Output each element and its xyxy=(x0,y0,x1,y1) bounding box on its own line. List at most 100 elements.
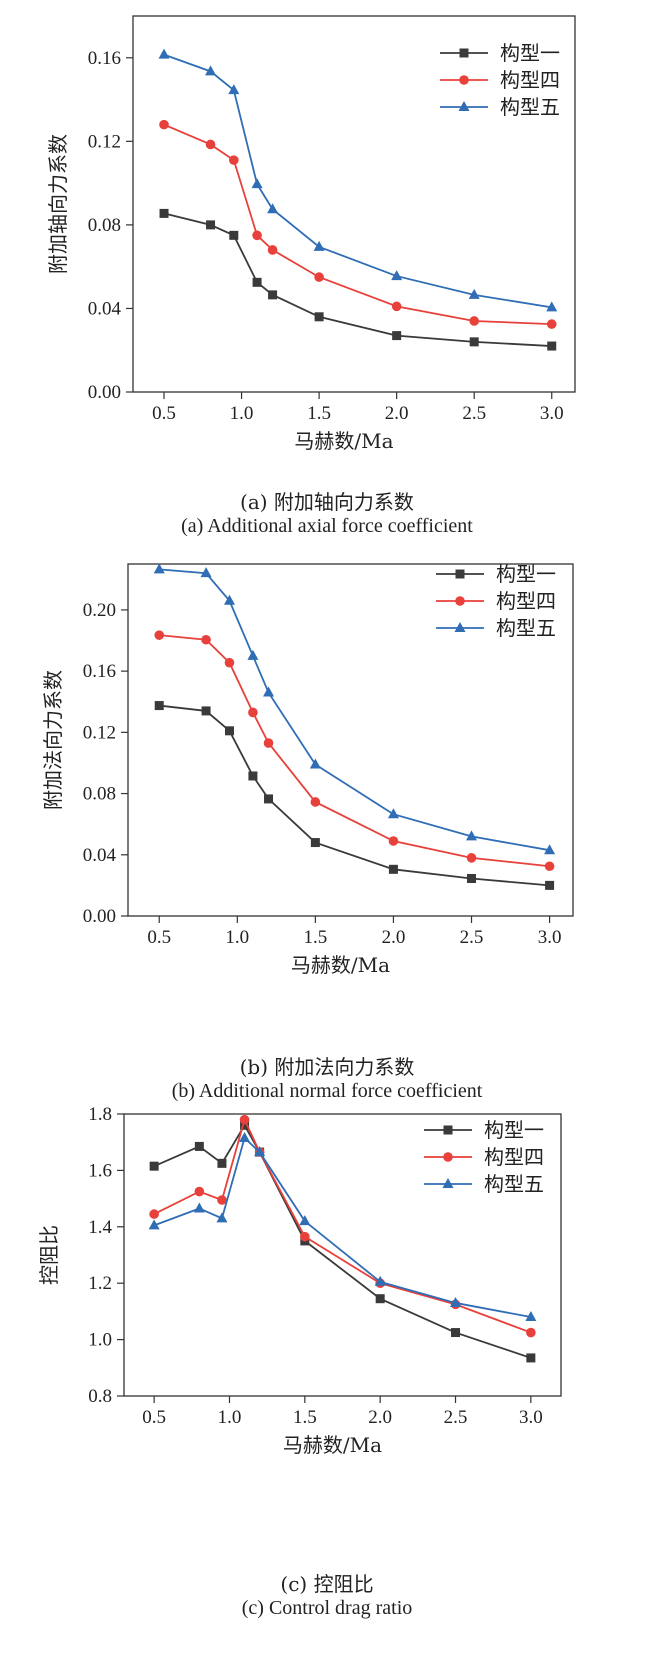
data-point xyxy=(391,301,402,312)
data-point xyxy=(268,290,278,300)
data-point xyxy=(159,119,169,130)
data-point xyxy=(154,630,165,640)
data-point xyxy=(148,1219,160,1230)
x-tick-label: 1.0 xyxy=(225,927,249,948)
data-point xyxy=(525,1311,537,1322)
data-point xyxy=(526,1353,536,1363)
data-point xyxy=(314,272,324,282)
y-tick-label: 1.0 xyxy=(88,1330,112,1351)
data-point xyxy=(229,155,239,165)
y-tick-label: 1.8 xyxy=(88,1104,112,1125)
data-point xyxy=(387,808,399,819)
axial-force-chart: 0.5 1.0 1.5 2.0 2.5 3.0 0.00 0.04 0.08 0.12 0.16 马赫… xyxy=(46,15,576,453)
x-tick-label: 0.5 xyxy=(147,927,171,948)
data-point xyxy=(239,1114,250,1125)
legend-label: 构型一 xyxy=(484,1118,544,1142)
data-point xyxy=(200,567,212,578)
data-point xyxy=(526,1327,536,1338)
x-tick-label: 2.5 xyxy=(460,927,484,948)
y-axis-title: 控阻比 xyxy=(37,1225,61,1285)
data-point xyxy=(314,312,324,322)
y-tick-label: 0.20 xyxy=(83,600,116,621)
x-axis-title: 马赫数/Ma xyxy=(291,953,390,977)
series-3-a xyxy=(158,48,558,312)
legend-label: 构型五 xyxy=(500,95,560,119)
normal-force-chart: 0.5 1.0 1.5 2.0 2.5 3.0 0.00 0.04 0.08 0.12 0.16 0.… xyxy=(41,562,574,977)
data-point xyxy=(546,319,557,329)
data-point xyxy=(310,838,320,848)
data-point xyxy=(206,220,216,230)
data-point xyxy=(254,1146,266,1157)
data-point xyxy=(466,853,477,863)
data-point xyxy=(158,48,170,59)
data-point xyxy=(248,771,258,781)
series-2-b xyxy=(154,630,555,872)
legend-label: 构型五 xyxy=(484,1172,544,1196)
data-point xyxy=(224,657,235,668)
data-point xyxy=(153,563,165,574)
data-point xyxy=(310,797,321,807)
legend-marker xyxy=(459,48,469,58)
data-point xyxy=(468,288,480,299)
data-point xyxy=(252,277,262,287)
x-tick-label: 1.5 xyxy=(307,403,331,424)
data-point xyxy=(469,337,479,347)
data-point xyxy=(201,706,211,716)
x-tick-label: 1.5 xyxy=(303,927,327,948)
data-point xyxy=(248,707,258,718)
data-point xyxy=(467,874,477,884)
data-point xyxy=(388,864,398,874)
data-point xyxy=(544,861,555,872)
caption-a-en: (a) Additional axial force coefficient xyxy=(181,515,473,537)
caption-a-zh: (a) 附加轴向力系数 xyxy=(240,490,414,514)
data-point xyxy=(388,836,399,846)
data-point xyxy=(264,794,274,804)
series-1-c xyxy=(149,1120,536,1363)
data-point xyxy=(251,178,263,189)
caption-c-zh: (c) 控阻比 xyxy=(280,1572,374,1596)
series-2-a xyxy=(159,119,557,329)
data-point xyxy=(263,686,275,697)
series-2-c xyxy=(149,1114,536,1338)
data-point xyxy=(263,738,274,748)
series-3-b xyxy=(153,563,556,855)
data-point xyxy=(374,1275,386,1286)
data-point xyxy=(313,240,325,251)
x-tick-label: 2.5 xyxy=(444,1407,468,1428)
legend-label: 构型五 xyxy=(496,616,556,640)
data-point xyxy=(228,84,240,95)
data-point xyxy=(547,341,557,351)
data-point xyxy=(224,726,234,736)
plot-frame xyxy=(127,563,574,917)
series-line xyxy=(163,212,552,347)
data-point xyxy=(451,1328,461,1338)
caption-c-en: (c) Control drag ratio xyxy=(241,1597,413,1619)
control-drag-ratio-chart: 0.5 1.0 1.5 2.0 2.5 3.0 0.8 1.0 1.2 1.4 1.6 1.8 马赫数/… xyxy=(37,1104,562,1457)
x-tick-label: 1.0 xyxy=(230,403,254,424)
x-tick-label: 3.0 xyxy=(519,1407,543,1428)
data-point xyxy=(159,208,169,218)
legend-label: 构型四 xyxy=(496,589,556,613)
x-axis-title: 马赫数/Ma xyxy=(283,1433,382,1457)
y-tick-label: 0.16 xyxy=(88,48,121,69)
legend-label: 构型一 xyxy=(496,562,556,586)
series-line xyxy=(163,53,552,309)
data-point xyxy=(205,139,216,150)
data-point xyxy=(391,270,403,281)
legend-marker xyxy=(459,75,469,85)
y-tick-label: 1.6 xyxy=(88,1160,112,1181)
data-point xyxy=(299,1215,311,1226)
y-tick-label: 0.08 xyxy=(83,784,116,805)
data-point xyxy=(247,649,259,660)
y-axis-title: 附加法向力系数 xyxy=(41,670,65,810)
x-tick-label: 3.0 xyxy=(540,403,564,424)
data-point xyxy=(240,1120,250,1130)
legend-label: 构型四 xyxy=(484,1145,544,1169)
x-tick-label: 2.0 xyxy=(368,1407,392,1428)
caption-b-zh: (b) 附加法向力系数 xyxy=(239,1055,415,1079)
data-point xyxy=(223,594,235,605)
series-1-b xyxy=(154,701,555,890)
